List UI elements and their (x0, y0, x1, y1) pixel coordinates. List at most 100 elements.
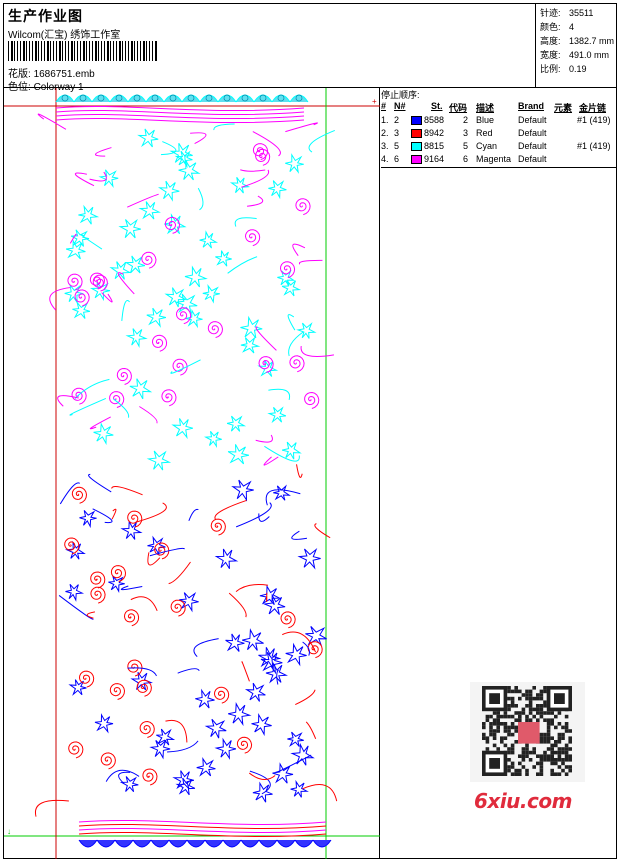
vine-motif (256, 435, 273, 442)
vine-motif (242, 662, 249, 682)
spiral-motif (101, 753, 115, 769)
col-code: 代码 (449, 101, 467, 114)
header-info: 生产作业图 Wilcom(汇宝) 绣饰工作室 花版: 1686751.emb 色… (4, 4, 536, 88)
bottom-marker-icon: ↓ (7, 827, 11, 836)
watermark-logo: 6xiu.com (474, 789, 584, 813)
flower-motif (286, 645, 307, 665)
vine-motif (303, 785, 337, 802)
scallop-motif (223, 840, 241, 847)
flower-motif (228, 704, 249, 724)
spiral-motif (72, 487, 86, 503)
spiral-motif (237, 737, 251, 753)
flower-motif (241, 318, 263, 339)
vine-motif (277, 670, 279, 685)
vine-motif (139, 406, 157, 423)
spiral-motif (290, 356, 304, 372)
scallop-motif (277, 840, 295, 847)
flower-motif (291, 782, 307, 798)
vine-motif (95, 148, 111, 157)
flower-motif (233, 480, 254, 500)
table-row: 1. 2 8588 2 Blue Default #1 (419) (381, 115, 616, 128)
flower-motif (273, 764, 294, 783)
col-sequin: 金片链 (579, 101, 606, 114)
vine-motif (167, 741, 198, 752)
vine-motif (178, 669, 200, 673)
stat-scale: 比例:0.19 (540, 62, 614, 76)
table-row: 2. 3 8942 3 Red Default (381, 128, 616, 141)
vine-motif (169, 562, 191, 584)
vine-motif (288, 315, 295, 331)
vine-motif (114, 399, 129, 418)
spiral-motif (117, 369, 131, 385)
flower-motif (247, 683, 266, 701)
vine-motif (282, 632, 315, 652)
flower-motif (195, 690, 214, 708)
flower-motif (130, 379, 151, 399)
vine-motif (299, 260, 322, 264)
vine-motif (295, 690, 315, 705)
spiral-motif (215, 687, 229, 703)
col-description: 描述 (476, 101, 494, 114)
flower-motif (122, 522, 141, 540)
flower-motif (232, 177, 249, 193)
qr-code (470, 682, 585, 782)
vine-motif (112, 487, 143, 495)
spiral-motif (308, 642, 322, 658)
flower-motif (160, 181, 180, 200)
flower-motif (80, 510, 97, 526)
flower-motif (277, 271, 293, 286)
vine-motif (256, 327, 276, 350)
spiral-motif (69, 742, 83, 758)
flower-motif (94, 424, 114, 443)
spiral-motif (140, 722, 154, 738)
flower-motif (228, 444, 249, 464)
vine-motif (235, 218, 256, 227)
scallop-motif (295, 840, 313, 847)
flower-motif (252, 715, 272, 735)
flower-motif (206, 431, 222, 446)
flower-motif (287, 732, 303, 746)
flower-motif (70, 680, 86, 695)
spiral-motif (305, 393, 319, 409)
embroidery-motifs (35, 95, 336, 847)
spiral-motif (125, 610, 139, 626)
vine-motif (228, 257, 257, 274)
flower-motif (259, 360, 276, 376)
flower-motif (203, 286, 220, 302)
vine-motif (215, 500, 247, 519)
flower-motif (216, 740, 236, 759)
vine-motif (301, 346, 334, 356)
vine-motif (259, 513, 270, 521)
vine-motif (58, 396, 79, 407)
vine-motif (93, 509, 112, 523)
vine-motif (122, 300, 130, 320)
flower-motif (200, 232, 217, 248)
flower-motif (298, 323, 315, 338)
flower-motif (173, 418, 193, 437)
flower-motif (197, 759, 216, 776)
flower-motif (95, 715, 113, 732)
spiral-motif (246, 230, 260, 246)
flower-motif (282, 442, 300, 459)
stop-sequence-title: 停止顺序: (381, 88, 420, 101)
vine-motif (189, 509, 199, 520)
col-n: N# (394, 101, 406, 111)
spiral-motif (296, 199, 310, 215)
flower-motif (147, 308, 166, 326)
stat-height: 高度:1382.7 mm (540, 34, 614, 48)
scallop-motif (169, 840, 187, 847)
vine-motif (35, 800, 68, 816)
spiral-motif (162, 390, 176, 406)
vine-motif (75, 379, 109, 398)
vine-motif (264, 457, 278, 465)
table-row: 3. 5 8815 5 Cyan Default #1 (419) (381, 141, 616, 154)
col-element: 元素 (554, 101, 572, 114)
vine-motif (292, 531, 307, 539)
flower-motif (127, 329, 145, 347)
company-name: Wilcom(汇宝) 绣饰工作室 (8, 26, 120, 41)
spiral-motif (171, 600, 185, 616)
flower-motif (226, 634, 245, 652)
flower-motif (305, 626, 326, 645)
spiral-motif (256, 149, 270, 165)
flower-motif (241, 338, 259, 353)
